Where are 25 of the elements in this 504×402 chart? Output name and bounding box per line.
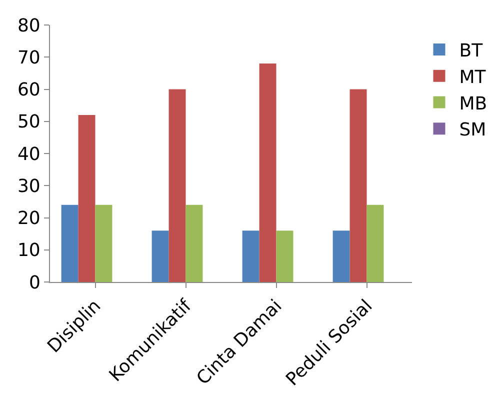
bar (366, 204, 384, 282)
y-tick-label: 30 (17, 176, 40, 197)
bar (78, 114, 96, 282)
legend-label: BT (459, 40, 484, 62)
bar (61, 204, 78, 282)
y-tick-label: 70 (17, 47, 40, 68)
bar (259, 64, 276, 282)
legend-label: SM (459, 120, 486, 141)
bar (152, 230, 169, 282)
bar (186, 204, 203, 282)
y-tick-label: 80 (17, 15, 40, 36)
y-tick-label: 0 (28, 272, 40, 294)
bar (276, 230, 294, 282)
y-tick-label: 60 (17, 80, 40, 101)
y-tick-label: 40 (17, 144, 40, 165)
y-tick-label: 10 (17, 240, 40, 262)
bar (95, 204, 112, 282)
y-tick-label: 50 (17, 112, 40, 133)
bar (350, 89, 367, 282)
bar (242, 230, 260, 282)
bar (168, 89, 186, 282)
y-tick-label: 20 (17, 208, 40, 230)
legend-label: MB (459, 93, 488, 114)
legend-label: MT (459, 66, 487, 88)
bar (332, 230, 350, 282)
